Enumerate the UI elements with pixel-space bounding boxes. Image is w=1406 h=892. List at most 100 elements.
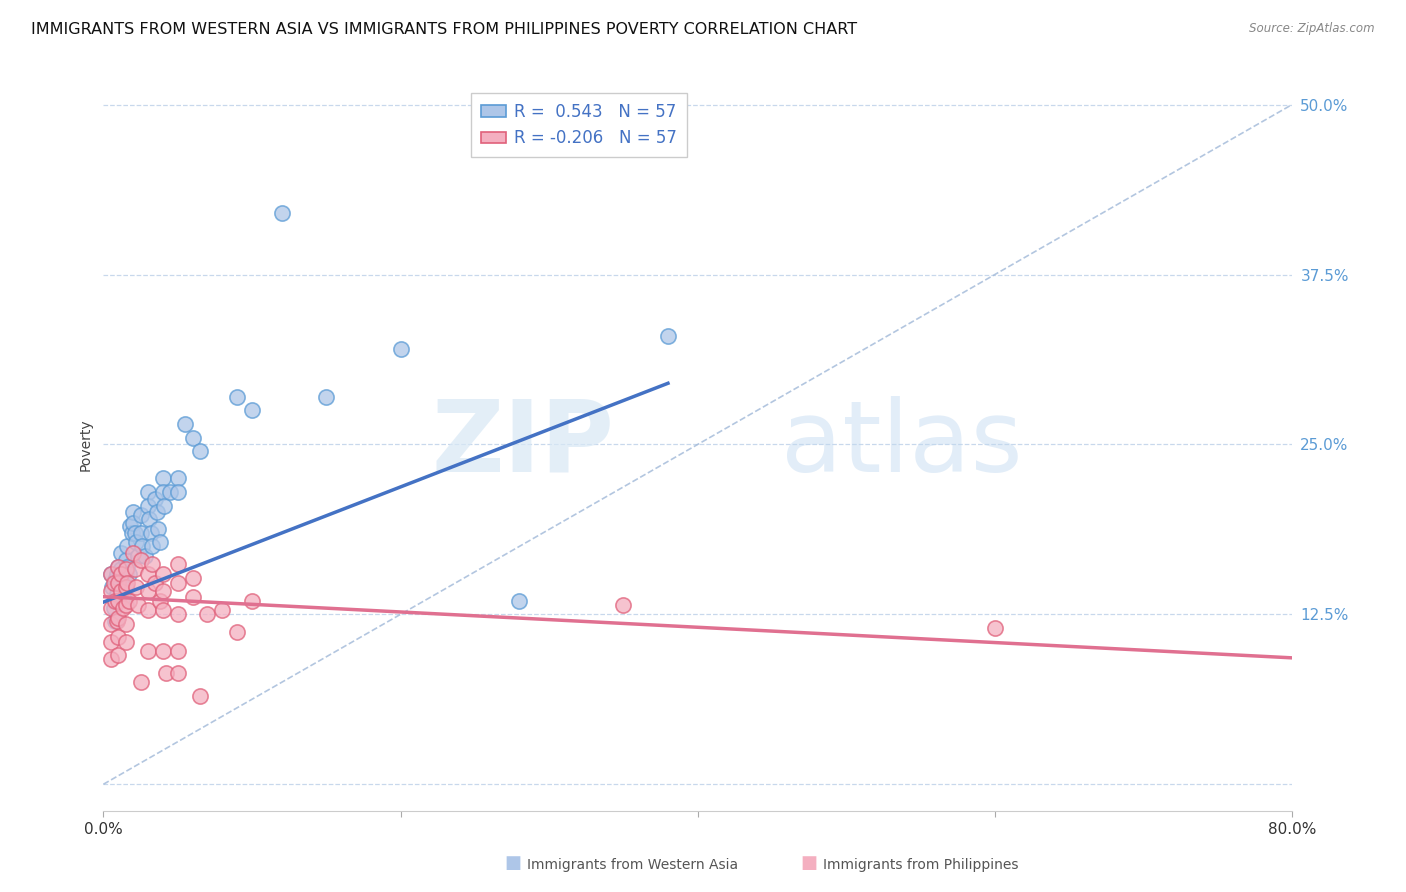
Point bbox=[181, 571, 204, 585]
Point bbox=[114, 598, 136, 612]
Text: Immigrants from Philippines: Immigrants from Philippines bbox=[823, 858, 1018, 872]
Point bbox=[104, 574, 127, 588]
Point bbox=[166, 665, 188, 680]
Point bbox=[122, 505, 145, 519]
Point bbox=[111, 571, 134, 585]
Point bbox=[108, 566, 131, 581]
Point bbox=[120, 519, 142, 533]
Point bbox=[124, 525, 146, 540]
Point bbox=[110, 566, 132, 581]
Point bbox=[657, 328, 679, 343]
Point bbox=[114, 580, 136, 594]
Point bbox=[152, 485, 174, 500]
Y-axis label: Poverty: Poverty bbox=[79, 418, 93, 471]
Point bbox=[188, 444, 211, 458]
Point bbox=[166, 557, 188, 571]
Text: Immigrants from Western Asia: Immigrants from Western Asia bbox=[527, 858, 738, 872]
Point bbox=[134, 549, 156, 563]
Point bbox=[195, 607, 218, 622]
Point bbox=[103, 576, 125, 591]
Point bbox=[111, 590, 134, 604]
Point bbox=[114, 580, 136, 594]
Point bbox=[117, 593, 139, 607]
Point bbox=[107, 559, 129, 574]
Point bbox=[152, 584, 174, 599]
Point bbox=[131, 540, 153, 554]
Point bbox=[136, 499, 159, 513]
Point bbox=[166, 471, 188, 485]
Point bbox=[114, 566, 136, 581]
Point bbox=[107, 611, 129, 625]
Point bbox=[145, 576, 167, 591]
Point bbox=[117, 566, 139, 581]
Point bbox=[139, 525, 162, 540]
Point bbox=[115, 540, 138, 554]
Point bbox=[129, 553, 152, 567]
Point bbox=[148, 522, 170, 536]
Point bbox=[114, 634, 136, 648]
Point bbox=[129, 525, 152, 540]
Text: ■: ■ bbox=[505, 855, 522, 872]
Text: ■: ■ bbox=[800, 855, 817, 872]
Point bbox=[121, 525, 143, 540]
Point bbox=[149, 535, 172, 549]
Point bbox=[115, 559, 138, 574]
Point bbox=[114, 616, 136, 631]
Point bbox=[124, 562, 146, 576]
Point bbox=[226, 625, 249, 640]
Point bbox=[110, 562, 132, 576]
Point bbox=[125, 535, 148, 549]
Point bbox=[101, 580, 124, 594]
Point bbox=[122, 516, 145, 531]
Point bbox=[100, 584, 122, 599]
Point bbox=[136, 644, 159, 658]
Legend: R =  0.543   N = 57, R = -0.206   N = 57: R = 0.543 N = 57, R = -0.206 N = 57 bbox=[471, 93, 688, 158]
Point bbox=[122, 546, 145, 560]
Point bbox=[100, 566, 122, 581]
Point bbox=[181, 431, 204, 445]
Point bbox=[115, 576, 138, 591]
Point bbox=[174, 417, 197, 431]
Point bbox=[136, 584, 159, 599]
Point bbox=[152, 471, 174, 485]
Point bbox=[104, 614, 127, 628]
Point bbox=[315, 390, 337, 404]
Point bbox=[612, 598, 634, 612]
Point bbox=[270, 206, 292, 220]
Point bbox=[110, 584, 132, 599]
Point bbox=[107, 631, 129, 645]
Point bbox=[100, 652, 122, 666]
Point bbox=[100, 566, 122, 581]
Point bbox=[240, 403, 263, 417]
Point bbox=[152, 566, 174, 581]
Point bbox=[145, 491, 167, 506]
Point bbox=[141, 557, 163, 571]
Point bbox=[153, 499, 176, 513]
Point bbox=[166, 576, 188, 591]
Text: Source: ZipAtlas.com: Source: ZipAtlas.com bbox=[1250, 22, 1375, 36]
Point bbox=[181, 590, 204, 604]
Point bbox=[155, 665, 177, 680]
Point bbox=[166, 485, 188, 500]
Point bbox=[211, 603, 233, 617]
Point bbox=[166, 644, 188, 658]
Point bbox=[110, 546, 132, 560]
Point bbox=[159, 485, 181, 500]
Point bbox=[105, 614, 128, 628]
Point bbox=[100, 600, 122, 615]
Point bbox=[138, 512, 160, 526]
Point bbox=[152, 603, 174, 617]
Point bbox=[152, 644, 174, 658]
Point bbox=[226, 390, 249, 404]
Point bbox=[129, 675, 152, 690]
Point bbox=[107, 559, 129, 574]
Point bbox=[127, 598, 149, 612]
Point bbox=[146, 505, 169, 519]
Text: atlas: atlas bbox=[780, 396, 1022, 493]
Point bbox=[984, 621, 1007, 635]
Point bbox=[107, 576, 129, 591]
Point bbox=[136, 485, 159, 500]
Point bbox=[105, 587, 128, 601]
Point bbox=[111, 600, 134, 615]
Point bbox=[114, 553, 136, 567]
